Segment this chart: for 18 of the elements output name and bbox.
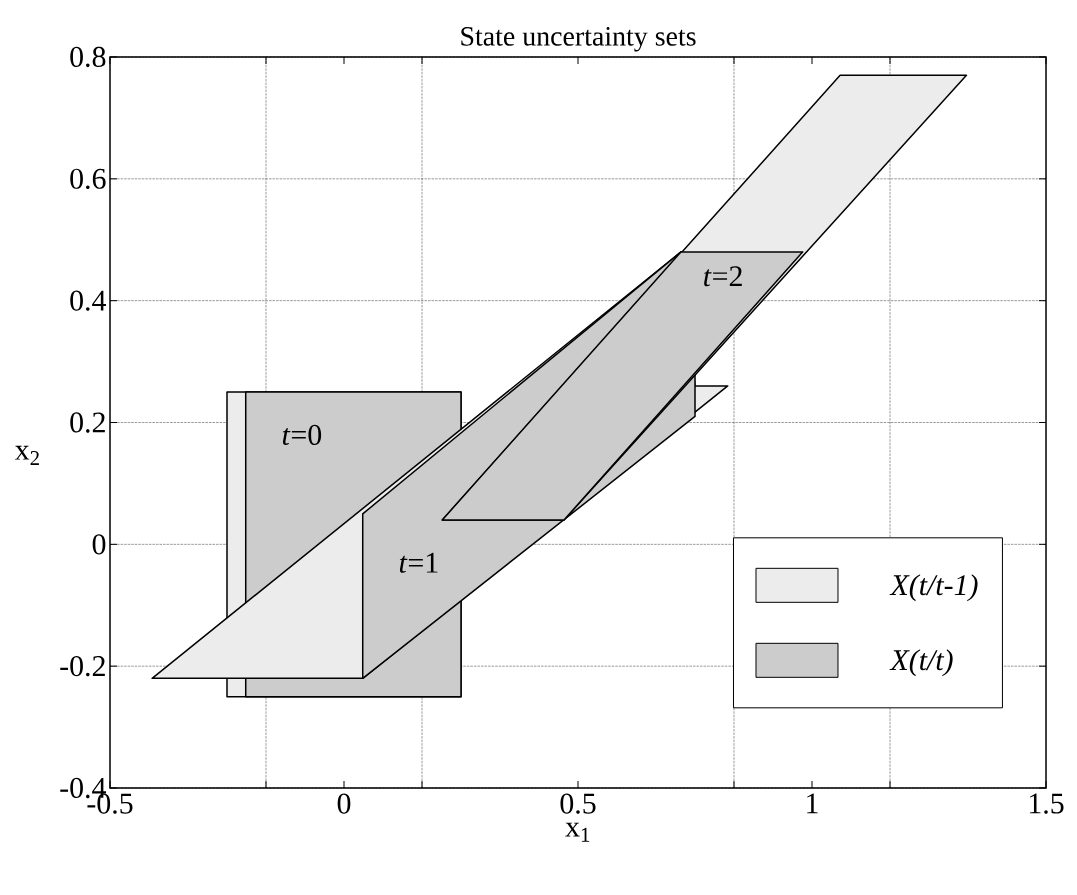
y-tick-label: 0.4 — [70, 290, 107, 311]
x-axis-title: x$_{1}$ — [565, 822, 590, 842]
y-tick-label: 0 — [92, 534, 106, 555]
x-tick-label: 1.5 — [1029, 793, 1064, 814]
annotation: t=2 — [704, 266, 742, 287]
y-tick-label: 0.8 — [70, 46, 106, 68]
y-axis-title: x$_{2}$ — [14, 445, 39, 465]
y-tick-label: 0.6 — [70, 168, 106, 189]
legend-label: X(t/t) — [889, 649, 953, 677]
legend-label: X(t/t-1) — [889, 574, 978, 602]
y-tick-label: 0.2 — [70, 412, 105, 433]
x-tick-label: 0 — [337, 793, 351, 814]
chart-title: State uncertainty sets — [461, 27, 696, 52]
y-tick-label: -0.2 — [60, 656, 105, 677]
x-tick-label: 1 — [807, 793, 818, 814]
x-tick-label: 0.5 — [560, 793, 596, 814]
annotation: t=0 — [282, 424, 322, 446]
annotation: t=1 — [399, 552, 438, 573]
